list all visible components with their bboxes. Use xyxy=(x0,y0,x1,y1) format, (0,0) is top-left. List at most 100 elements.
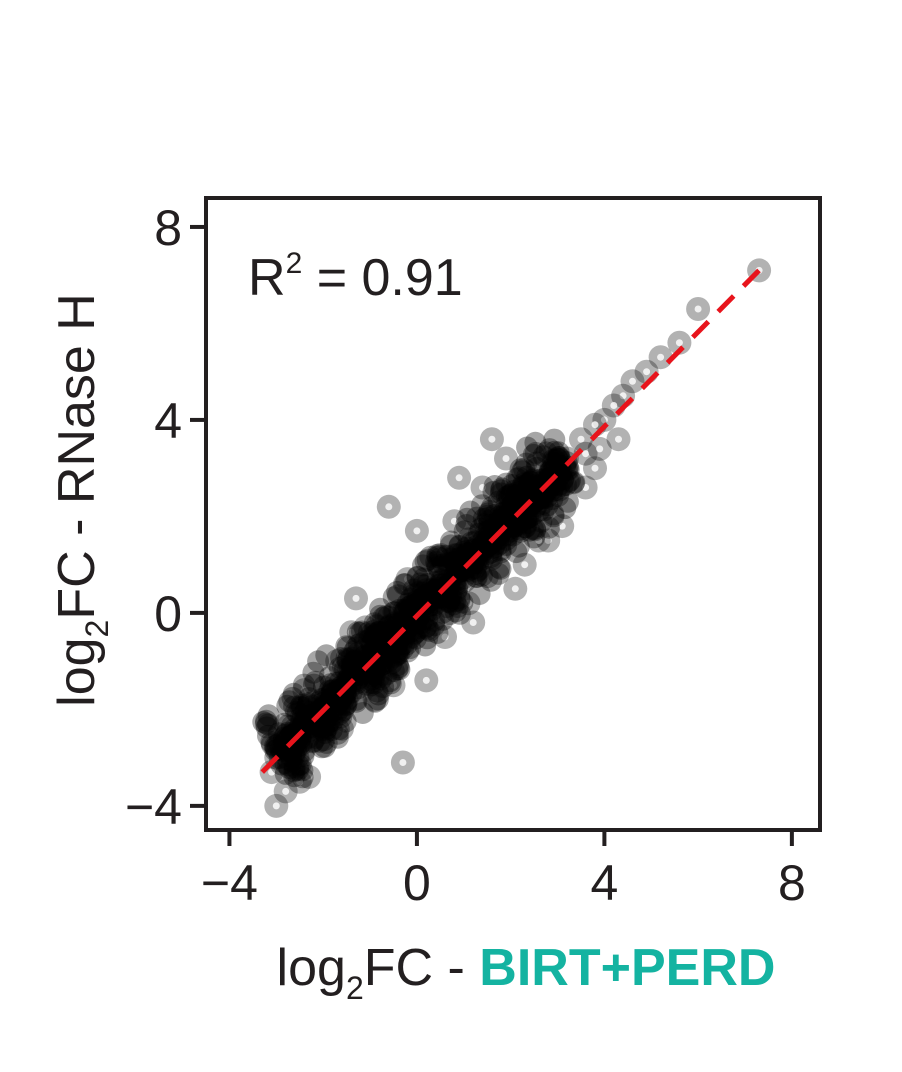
dense-point xyxy=(474,520,497,543)
dense-point xyxy=(547,485,569,507)
dense-point xyxy=(426,553,448,576)
data-point-center xyxy=(333,657,341,665)
dense-point xyxy=(448,554,471,577)
dense-point xyxy=(459,500,482,523)
dense-point xyxy=(386,658,409,681)
dense-point xyxy=(314,718,337,741)
dense-point xyxy=(444,600,467,623)
data-point-center xyxy=(329,696,336,704)
annotation-superscript: 2 xyxy=(286,247,303,280)
dense-point xyxy=(454,570,477,593)
dense-point xyxy=(370,625,392,647)
dense-point xyxy=(396,592,419,615)
dense-point xyxy=(402,578,425,601)
dense-point xyxy=(453,520,476,543)
dense-point xyxy=(513,516,536,539)
dense-point xyxy=(439,586,462,609)
dense-point xyxy=(449,555,472,578)
dense-point xyxy=(358,628,381,651)
dense-point xyxy=(416,572,439,595)
dense-point xyxy=(386,640,409,663)
dense-point xyxy=(420,577,443,600)
y-axis: −4 0 4 8 xyxy=(125,200,204,835)
dense-point xyxy=(344,650,367,672)
dense-point xyxy=(315,644,338,667)
dense-point xyxy=(331,655,354,678)
dense-point xyxy=(277,754,300,777)
dense-point xyxy=(448,587,471,609)
dense-point xyxy=(472,529,495,552)
dense-point xyxy=(319,688,342,711)
x-title-middle: FC - xyxy=(364,939,480,997)
dense-point xyxy=(293,673,315,696)
dense-point xyxy=(523,476,546,499)
dense-point xyxy=(326,678,349,701)
dense-point xyxy=(521,518,544,541)
data-point-center xyxy=(479,484,486,491)
dense-point xyxy=(384,630,406,653)
dense-point xyxy=(477,543,500,565)
dense-point xyxy=(362,627,385,650)
dense-point xyxy=(542,459,565,482)
dense-point xyxy=(426,545,449,568)
dense-point xyxy=(492,505,515,528)
dense-point xyxy=(283,759,306,782)
dense-point xyxy=(330,706,353,729)
dense-point xyxy=(445,552,467,575)
dense-point xyxy=(379,613,402,636)
dense-point xyxy=(379,672,402,695)
dense-point xyxy=(371,621,393,644)
dense-point xyxy=(374,631,397,654)
dense-point xyxy=(283,742,305,765)
dense-point xyxy=(426,576,449,599)
dense-point xyxy=(505,484,528,507)
dense-point xyxy=(388,637,411,660)
dense-point xyxy=(325,698,348,721)
dense-point xyxy=(369,597,392,620)
dense-point xyxy=(402,623,425,646)
dense-point xyxy=(506,481,529,504)
dense-point xyxy=(377,616,400,639)
dense-point xyxy=(257,724,279,747)
data-point-center xyxy=(694,305,702,313)
dense-point xyxy=(480,569,503,592)
dense-point xyxy=(293,707,316,730)
dense-point xyxy=(283,695,306,718)
dense-point xyxy=(274,762,297,785)
dense-point xyxy=(448,588,471,611)
dense-point xyxy=(548,447,571,470)
dense-point xyxy=(435,544,458,567)
dense-point xyxy=(291,696,313,719)
dense-point xyxy=(294,708,317,731)
dense-point xyxy=(471,494,493,517)
dense-point xyxy=(277,728,300,751)
dense-point xyxy=(377,615,400,638)
dense-point xyxy=(377,605,400,628)
dense-point xyxy=(376,629,399,652)
dense-point xyxy=(346,656,369,679)
dense-point xyxy=(557,458,580,481)
dense-point xyxy=(425,551,448,574)
dense-point xyxy=(437,591,460,613)
dense-point xyxy=(330,701,353,724)
dense-point xyxy=(269,738,292,761)
dense-point xyxy=(418,619,441,642)
dense-point xyxy=(313,715,336,738)
dense-point xyxy=(473,513,496,536)
plot-background xyxy=(206,198,820,830)
dense-point xyxy=(361,664,384,687)
dense-point xyxy=(366,688,389,711)
dense-point xyxy=(554,497,577,520)
dense-point xyxy=(445,543,468,566)
dense-point xyxy=(316,688,338,711)
dense-point xyxy=(280,715,303,738)
dense-point xyxy=(373,652,396,675)
dense-point xyxy=(489,557,512,580)
dense-point xyxy=(411,581,434,604)
dense-point xyxy=(377,650,400,673)
data-point-center xyxy=(511,585,519,593)
dense-point xyxy=(460,531,483,554)
y-axis-title: log2FC - RNase H xyxy=(48,293,115,707)
dense-point xyxy=(416,618,439,641)
